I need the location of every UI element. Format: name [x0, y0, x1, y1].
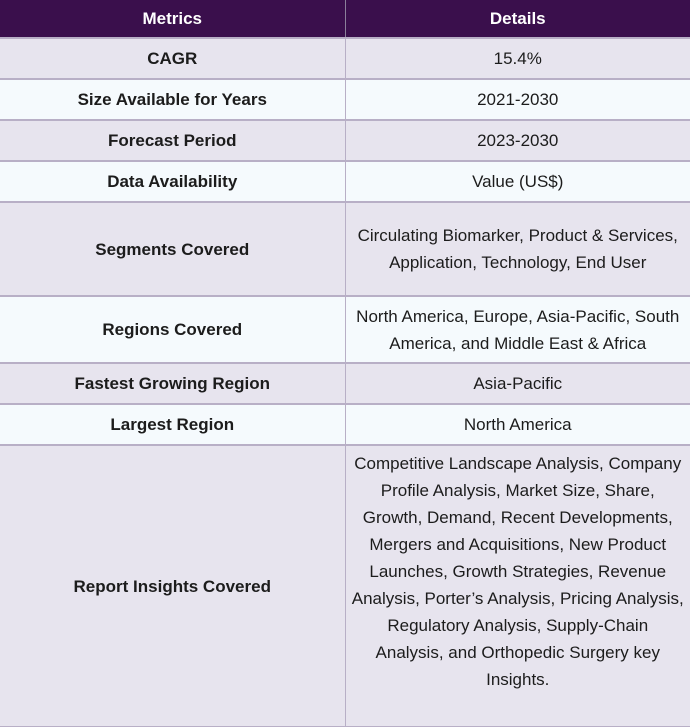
detail-cell: North America, Europe, Asia-Pacific, Sou… — [344, 295, 690, 364]
table-header-row: Metrics Details — [0, 0, 690, 38]
detail-cell: Competitive Landscape Analysis, Company … — [344, 444, 690, 727]
table-row: CAGR 15.4% — [0, 37, 690, 80]
detail-cell: 2023-2030 — [344, 119, 690, 162]
table-row: Report Insights Covered Competitive Land… — [0, 444, 690, 727]
table-row: Fastest Growing Region Asia-Pacific — [0, 362, 690, 405]
detail-cell: North America — [344, 403, 690, 446]
table-row: Largest Region North America — [0, 403, 690, 446]
detail-cell: Asia-Pacific — [344, 362, 690, 405]
detail-cell: 2021-2030 — [344, 78, 690, 121]
metric-cell: Segments Covered — [0, 201, 346, 297]
table-row: Regions Covered North America, Europe, A… — [0, 295, 690, 364]
metric-cell: Fastest Growing Region — [0, 362, 346, 405]
table-row: Forecast Period 2023-2030 — [0, 119, 690, 162]
detail-cell: Value (US$) — [344, 160, 690, 203]
metric-cell: Largest Region — [0, 403, 346, 446]
detail-cell: Circulating Biomarker, Product & Service… — [344, 201, 690, 297]
detail-cell: 15.4% — [344, 37, 690, 80]
header-metrics: Metrics — [0, 0, 346, 38]
header-details: Details — [345, 0, 690, 38]
table-row: Size Available for Years 2021-2030 — [0, 78, 690, 121]
metric-cell: Report Insights Covered — [0, 444, 346, 727]
metric-cell: CAGR — [0, 37, 346, 80]
metric-cell: Size Available for Years — [0, 78, 346, 121]
metric-cell: Data Availability — [0, 160, 346, 203]
metric-cell: Forecast Period — [0, 119, 346, 162]
metric-cell: Regions Covered — [0, 295, 346, 364]
table-row: Data Availability Value (US$) — [0, 160, 690, 203]
table-row: Segments Covered Circulating Biomarker, … — [0, 201, 690, 297]
